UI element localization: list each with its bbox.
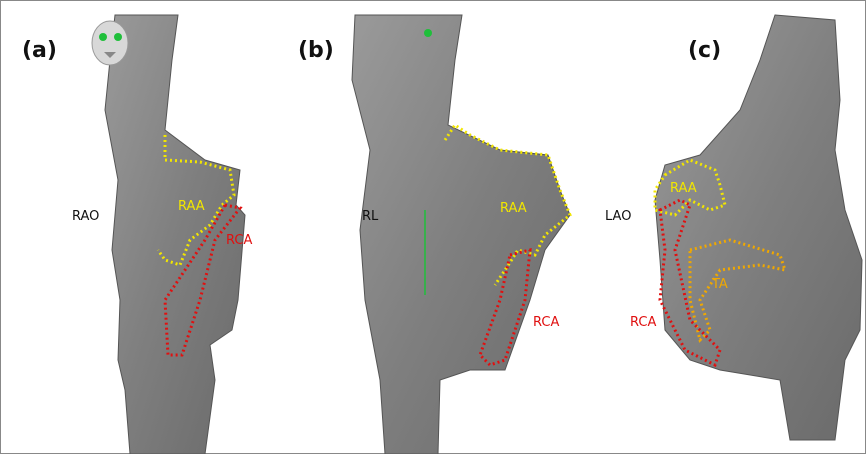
marker-dot (424, 29, 432, 37)
annotation: RAA (670, 181, 697, 196)
view-label: RL (362, 209, 379, 224)
annotation: RCA (630, 315, 656, 330)
rendering-b (352, 15, 570, 454)
panel-label: (a) (22, 38, 57, 63)
annotation: RCA (533, 315, 559, 330)
view-label: RAO (72, 209, 99, 224)
figure: (a) RAO RAA RCA (b) RL RAA RCA (c) LAO R… (0, 0, 866, 454)
annotation: TA (711, 277, 728, 292)
face-icon (92, 21, 128, 65)
view-label: LAO (605, 209, 631, 224)
rendering-a (105, 15, 245, 454)
panel-label: (c) (688, 38, 721, 63)
rendering-c (655, 15, 862, 440)
eye (114, 33, 122, 41)
annotation: RAA (178, 199, 205, 214)
annotation: RCA (226, 233, 252, 248)
eye (99, 33, 107, 41)
panel-label: (b) (298, 38, 334, 63)
annotation: RAA (500, 201, 527, 216)
